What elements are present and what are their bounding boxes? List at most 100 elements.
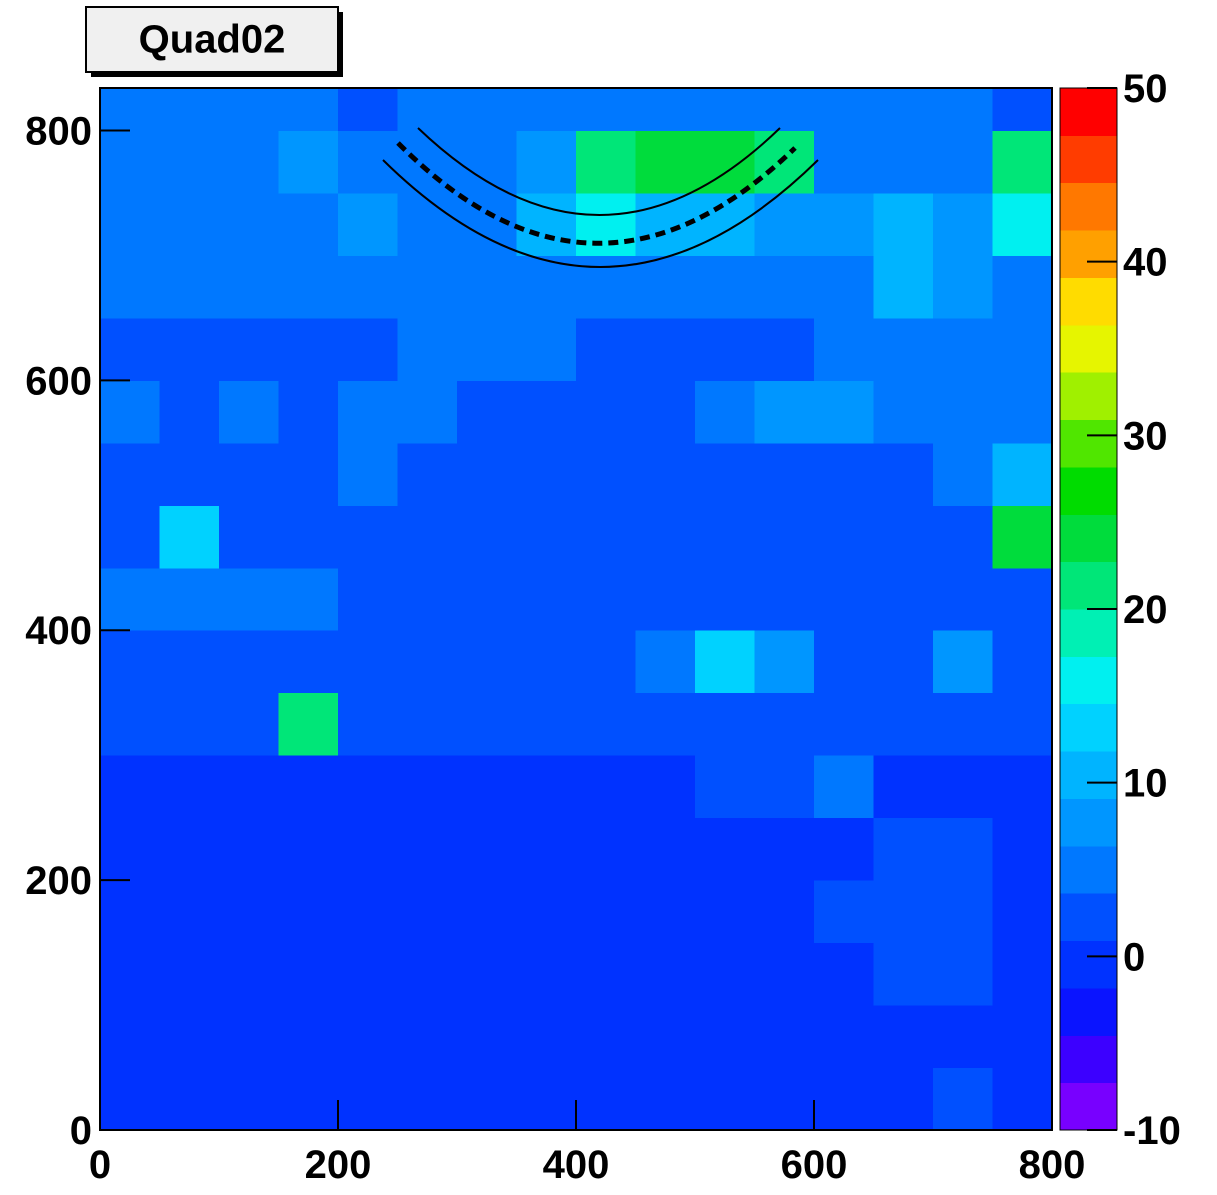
cell bbox=[576, 1005, 636, 1069]
cell bbox=[516, 317, 577, 381]
cell bbox=[576, 442, 636, 506]
cell bbox=[278, 380, 339, 444]
cell bbox=[576, 380, 636, 444]
cell bbox=[814, 192, 874, 256]
cell bbox=[397, 380, 458, 444]
cell bbox=[635, 1067, 696, 1131]
color-band bbox=[1060, 656, 1117, 705]
cell bbox=[219, 630, 279, 694]
z-tick-label: 40 bbox=[1123, 241, 1168, 285]
color-band bbox=[1060, 230, 1117, 278]
cell bbox=[516, 567, 577, 631]
cell bbox=[933, 505, 993, 569]
cell bbox=[754, 380, 815, 444]
cell bbox=[457, 130, 517, 194]
cell bbox=[516, 1005, 577, 1069]
cell bbox=[933, 942, 993, 1006]
color-band bbox=[1060, 940, 1117, 989]
cell bbox=[814, 567, 874, 631]
cell bbox=[100, 630, 160, 694]
cell bbox=[754, 317, 815, 381]
cell bbox=[992, 88, 1053, 131]
z-tick-label: 0 bbox=[1123, 935, 1145, 979]
cell bbox=[873, 88, 934, 131]
cell bbox=[516, 192, 577, 256]
cell bbox=[516, 942, 577, 1006]
cell bbox=[933, 630, 993, 694]
cell bbox=[576, 317, 636, 381]
cell bbox=[754, 942, 815, 1006]
cell bbox=[576, 630, 636, 694]
cell bbox=[159, 130, 220, 194]
cell bbox=[159, 880, 220, 944]
cell bbox=[695, 567, 755, 631]
cell bbox=[159, 505, 220, 569]
cell bbox=[278, 567, 339, 631]
cell bbox=[576, 192, 636, 256]
cell bbox=[754, 630, 815, 694]
cell bbox=[457, 755, 517, 819]
cell bbox=[933, 380, 993, 444]
cell bbox=[814, 817, 874, 881]
cell bbox=[695, 692, 755, 756]
cell bbox=[278, 255, 339, 319]
z-tick-label: -10 bbox=[1123, 1109, 1181, 1153]
cell bbox=[873, 1067, 934, 1131]
cell bbox=[754, 1005, 815, 1069]
cell bbox=[397, 130, 458, 194]
cell bbox=[100, 1067, 160, 1131]
cell bbox=[219, 317, 279, 381]
cell bbox=[695, 255, 755, 319]
cell bbox=[992, 1005, 1053, 1069]
color-band bbox=[1060, 798, 1117, 847]
title-box bbox=[85, 6, 339, 73]
cell bbox=[278, 880, 339, 944]
cell bbox=[754, 505, 815, 569]
cell bbox=[992, 567, 1053, 631]
cell bbox=[754, 192, 815, 256]
cell bbox=[338, 505, 398, 569]
cell bbox=[635, 630, 696, 694]
cell bbox=[814, 317, 874, 381]
cell bbox=[278, 88, 339, 131]
cell bbox=[159, 192, 220, 256]
cell bbox=[219, 130, 279, 194]
cell bbox=[992, 442, 1053, 506]
cell bbox=[873, 505, 934, 569]
cell bbox=[635, 130, 696, 194]
cell bbox=[338, 630, 398, 694]
cell bbox=[695, 88, 755, 131]
cell bbox=[933, 88, 993, 131]
cell bbox=[516, 630, 577, 694]
cell bbox=[873, 817, 934, 881]
cell bbox=[814, 88, 874, 131]
cell bbox=[219, 880, 279, 944]
cell bbox=[100, 442, 160, 506]
cell bbox=[814, 692, 874, 756]
cell bbox=[576, 692, 636, 756]
cell bbox=[933, 567, 993, 631]
cell bbox=[754, 130, 815, 194]
cell bbox=[278, 755, 339, 819]
cell bbox=[873, 630, 934, 694]
cell bbox=[873, 192, 934, 256]
cell bbox=[933, 755, 993, 819]
cell bbox=[338, 317, 398, 381]
cell bbox=[219, 817, 279, 881]
cell bbox=[933, 1067, 993, 1131]
cell bbox=[100, 817, 160, 881]
y-tick-label: 200 bbox=[25, 859, 92, 903]
cell bbox=[159, 630, 220, 694]
cell bbox=[992, 880, 1053, 944]
cell bbox=[635, 505, 696, 569]
cell bbox=[635, 317, 696, 381]
cell bbox=[457, 692, 517, 756]
cell bbox=[516, 88, 577, 131]
arc-dashed bbox=[396, 141, 797, 246]
cell bbox=[338, 755, 398, 819]
cell bbox=[635, 942, 696, 1006]
cell bbox=[338, 817, 398, 881]
cell bbox=[100, 255, 160, 319]
color-band bbox=[1060, 1035, 1117, 1084]
color-band bbox=[1060, 703, 1117, 752]
